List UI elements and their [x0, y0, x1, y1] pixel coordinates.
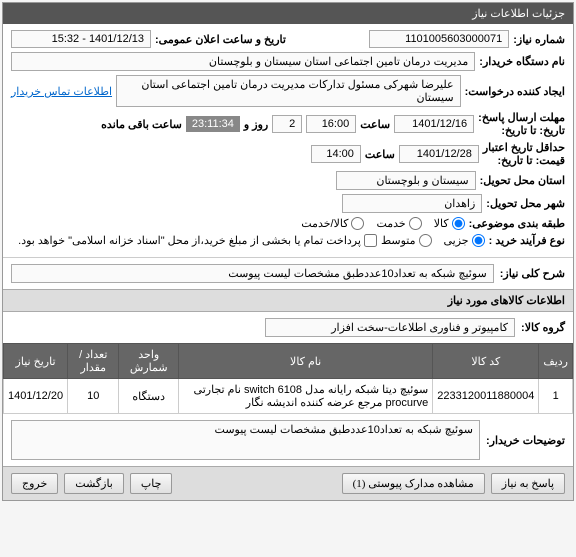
reply-button[interactable]: پاسخ به نیاز — [491, 473, 565, 494]
contact-link[interactable]: اطلاعات تماس خریدار — [11, 85, 112, 98]
col-date: تاریخ نیاز — [4, 344, 68, 379]
cell-qty: 10 — [68, 379, 119, 414]
radio-both-input[interactable] — [351, 217, 364, 230]
reply-unit: روز و — [244, 118, 268, 131]
category-label: طبقه بندی موضوعی: — [469, 217, 565, 230]
col-qty: تعداد / مقدار — [68, 344, 119, 379]
category-radios: کالا خدمت کالا/خدمت — [301, 217, 464, 230]
need-no-value: 1101005603000071 — [369, 30, 509, 48]
item-group-value: کامپیوتر و فناوری اطلاعات-سخت افزار — [265, 318, 515, 337]
footer-bar: پاسخ به نیاز مشاهده مدارک پیوستی (1) چاپ… — [3, 466, 573, 500]
radio-medium[interactable]: متوسط — [381, 234, 432, 247]
item-group-label: گروه کالا: — [521, 321, 565, 334]
radio-medium-input[interactable] — [419, 234, 432, 247]
price-time-label: ساعت — [365, 148, 395, 161]
province-label: استان محل تحویل: — [480, 174, 565, 187]
treasury-check[interactable]: پرداخت تمام یا بخشی از مبلغ خرید،از محل … — [18, 234, 377, 247]
buyer-org-label: نام دستگاه خریدار: — [479, 55, 565, 68]
radio-goods[interactable]: کالا — [434, 217, 465, 230]
city-label: شهر محل تحویل: — [486, 197, 565, 210]
buyer-org-value: مدیریت درمان تامین اجتماعی استان سیستان … — [11, 52, 475, 71]
buytype-label: نوع فرآیند خرید : — [489, 234, 565, 247]
creator-value: علیرضا شهرکی مسئول تدارکات مدیریت درمان … — [116, 75, 461, 107]
creator-label: ایجاد کننده درخواست: — [465, 85, 565, 98]
reply-time-label: ساعت — [360, 118, 390, 131]
back-button[interactable]: بازگشت — [64, 473, 124, 494]
reply-date: 1401/12/16 — [394, 115, 474, 133]
countdown: 23:11:34 — [186, 116, 240, 132]
buytype-radios: جزیی متوسط — [381, 234, 485, 247]
col-name: نام کالا — [179, 344, 433, 379]
col-row: ردیف — [539, 344, 573, 379]
price-valid-label: حداقل تاریخ اعتبار قیمت: تا تاریخ: — [483, 141, 565, 167]
buyer-notes-label: توضیحات خریدار: — [486, 434, 565, 447]
items-table: ردیف کد کالا نام کالا واحد شمارش تعداد /… — [3, 343, 573, 414]
col-code: کد کالا — [433, 344, 539, 379]
treasury-checkbox[interactable] — [364, 234, 377, 247]
price-valid-time: 14:00 — [311, 145, 361, 163]
radio-partial-input[interactable] — [472, 234, 485, 247]
cell-date: 1401/12/20 — [4, 379, 68, 414]
price-valid-date: 1401/12/28 — [399, 145, 479, 163]
reply-time: 16:00 — [306, 115, 356, 133]
need-desc-value: سوئیچ شبکه به تعداد10عددطبق مشخصات لیست … — [11, 264, 494, 283]
col-unit: واحد شمارش — [119, 344, 179, 379]
radio-goods-input[interactable] — [452, 217, 465, 230]
need-desc-label: شرح کلی نیاز: — [500, 267, 565, 280]
reply-deadline-label: مهلت ارسال پاسخ: تاریخ: تا تاریخ: — [478, 111, 565, 137]
radio-service-input[interactable] — [409, 217, 422, 230]
reply-days: 2 — [272, 115, 302, 133]
radio-partial[interactable]: جزیی — [444, 234, 485, 247]
remain-label: ساعت باقی مانده — [101, 118, 182, 131]
panel-body: شماره نیاز: 1101005603000071 تاریخ و ساع… — [3, 24, 573, 257]
items-header: اطلاعات کالاهای مورد نیاز — [3, 289, 573, 312]
announce-value: 1401/12/13 - 15:32 — [11, 30, 151, 48]
print-button[interactable]: چاپ — [130, 473, 173, 494]
cell-name: سوئیچ دیتا شبکه رایانه مدل switch 6108 ن… — [179, 379, 433, 414]
table-row[interactable]: 1 2233120011880004 سوئیچ دیتا شبکه رایان… — [4, 379, 573, 414]
details-panel: جزئیات اطلاعات نیاز شماره نیاز: 11010056… — [2, 2, 574, 501]
province-value: سیستان و بلوچستان — [336, 171, 476, 190]
buyer-notes-value: سوئیچ شبکه به تعداد10عددطبق مشخصات لیست … — [11, 420, 480, 460]
announce-label: تاریخ و ساعت اعلان عمومی: — [155, 33, 286, 46]
cell-code: 2233120011880004 — [433, 379, 539, 414]
cell-unit: دستگاه — [119, 379, 179, 414]
cell-row: 1 — [539, 379, 573, 414]
radio-both[interactable]: کالا/خدمت — [301, 217, 364, 230]
exit-button[interactable]: خروج — [11, 473, 58, 494]
panel-title: جزئیات اطلاعات نیاز — [3, 3, 573, 24]
radio-service[interactable]: خدمت — [376, 217, 421, 230]
need-no-label: شماره نیاز: — [513, 33, 565, 46]
city-value: زاهدان — [342, 194, 482, 213]
attachments-button[interactable]: مشاهده مدارک پیوستی (1) — [342, 473, 485, 494]
